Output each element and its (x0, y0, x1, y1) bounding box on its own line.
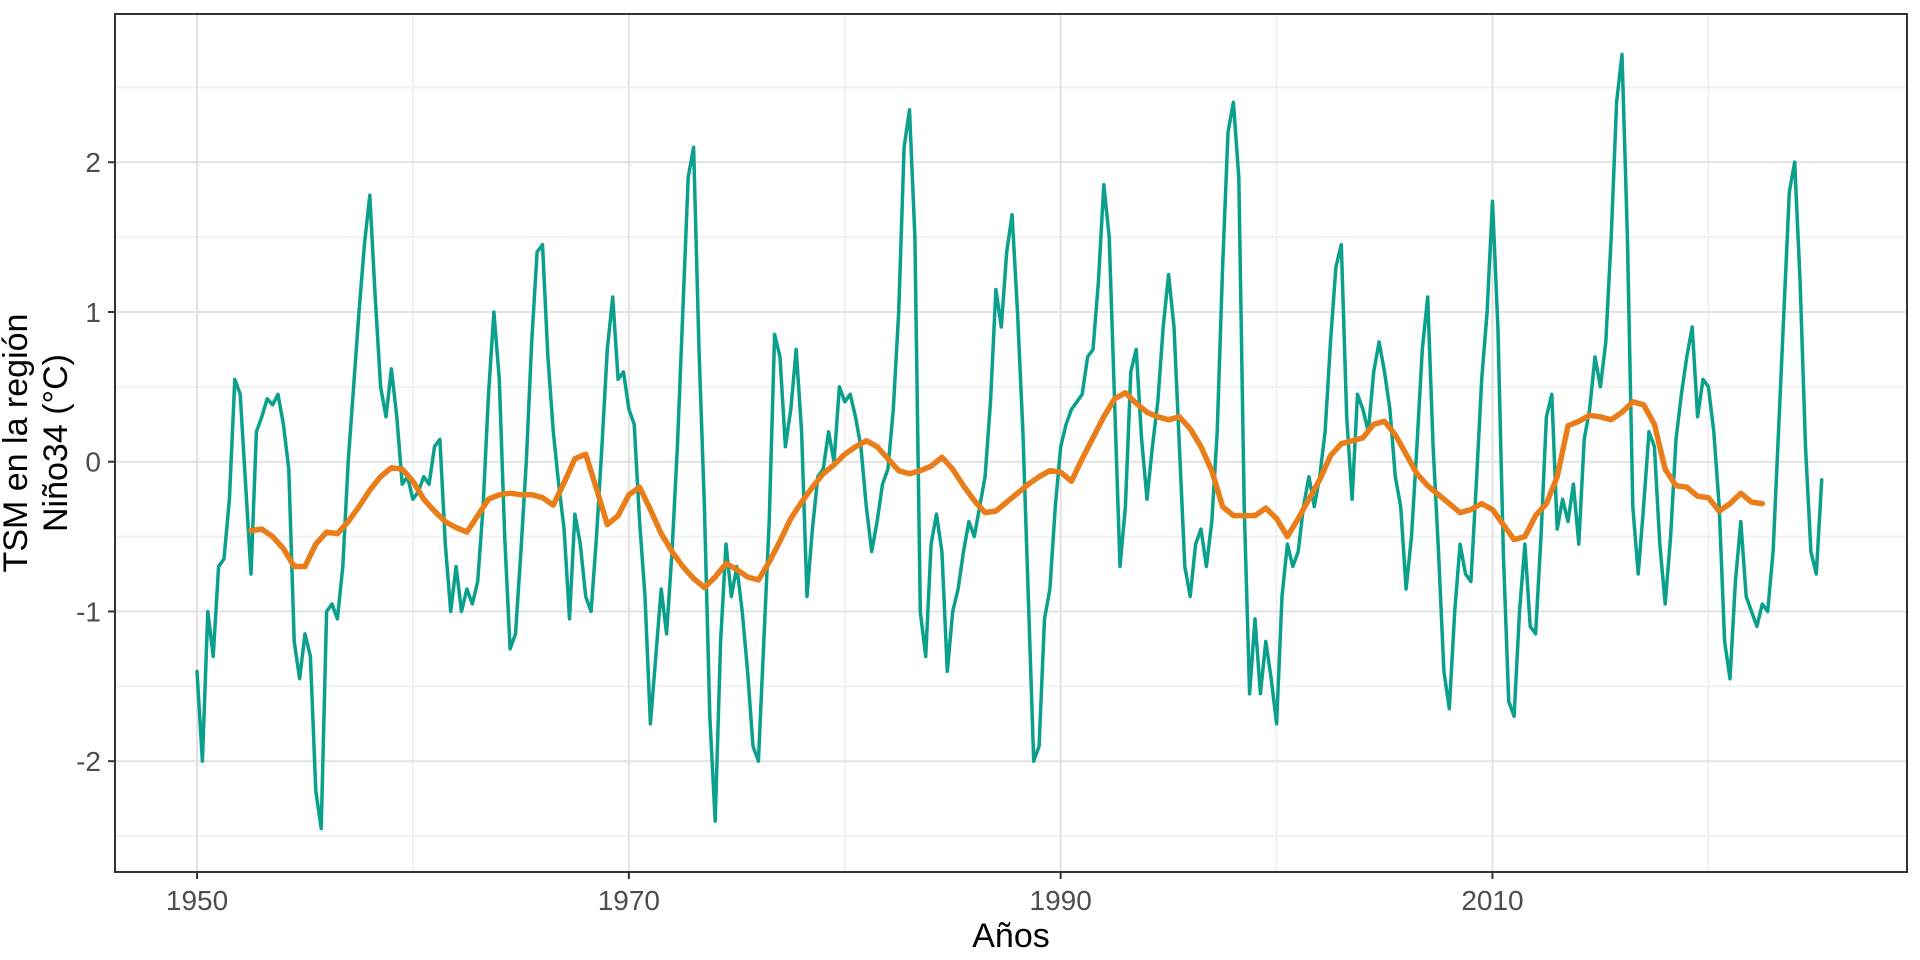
media-movil-5-anios-line (248, 390, 1766, 591)
y-axis-title-line1: TSM en la región (0, 313, 35, 573)
x-axis-title: Años (972, 917, 1050, 955)
y-tick-label: 2 (85, 147, 101, 178)
y-tick-label: 0 (85, 447, 101, 478)
x-tick-label: 1970 (598, 885, 660, 916)
panel-border (114, 13, 1908, 873)
y-axis-title: TSM en la región Niño34 (°C) (0, 43, 76, 843)
x-tick-label: 1990 (1030, 885, 1092, 916)
plot-panel (115, 14, 1907, 872)
y-tick-label: 1 (85, 297, 101, 328)
y-tick-label: -2 (76, 746, 101, 777)
tsm-mensual-nino34-line (195, 52, 1824, 831)
x-tick-label: 2010 (1461, 885, 1523, 916)
y-tick-label: -1 (76, 596, 101, 627)
y-axis-title-line2: Niño34 (°C) (37, 354, 75, 532)
x-tick-label: 1950 (166, 885, 228, 916)
